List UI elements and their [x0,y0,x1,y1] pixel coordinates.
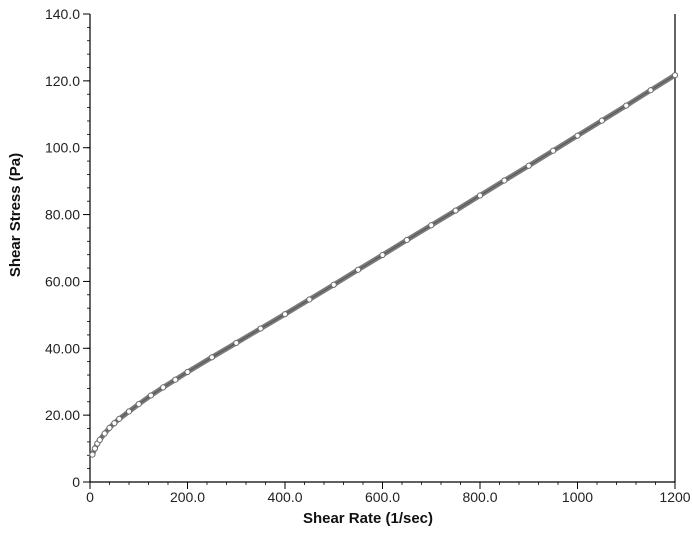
series-trace [89,72,678,458]
data-point [476,192,484,199]
data-point [147,392,155,399]
data-point [598,117,605,124]
data-point [281,311,289,318]
y-axis-ticks: 0 20.00 40.00 60.00 80.00 100.0 120.0 140.0 [45,6,90,490]
data-point [106,424,113,431]
series-trace-core [91,74,676,455]
y-tick-label: 80.00 [45,207,80,223]
data-point [501,177,508,184]
data-point [379,251,386,259]
x-tick-label: 0 [86,489,94,505]
data-point [233,339,240,347]
y-tick-label: 120.0 [45,73,80,89]
data-point [89,451,96,458]
data-point [550,147,557,154]
data-point [330,281,337,288]
x-tick-label: 400.0 [267,489,302,505]
data-point [452,207,459,214]
data-point [306,296,313,303]
data-point [671,72,679,79]
data-point [403,236,410,244]
data-point [160,384,167,391]
data-point [101,430,108,437]
x-axis-title: Shear Rate (1/sec) [303,510,433,527]
y-tick-label: 0 [72,474,80,490]
y-tick-label: 40.00 [45,340,80,356]
x-tick-label: 600.0 [365,489,400,505]
y-tick-label: 140.0 [45,6,80,22]
minor-ticks [87,13,676,485]
data-point [172,376,179,383]
data-point [355,266,362,273]
y-tick-label: 60.00 [45,273,80,289]
data-point [428,222,435,229]
y-tick-label: 20.00 [45,407,80,423]
data-point [116,415,123,422]
data-point [208,354,215,361]
x-tick-label: 1200 [659,489,690,505]
data-point [135,401,142,408]
data-point [574,132,581,139]
data-point [525,162,532,169]
x-axis-ticks: 0 200.0 400.0 600.0 800.0 1000 1200 [86,482,691,505]
plot-area [89,14,676,483]
data-point [96,436,103,443]
y-axis-title: Shear Stress (Pa) [7,153,24,277]
series-layer [89,72,679,458]
data-point [111,420,118,427]
x-tick-label: 800.0 [462,489,497,505]
data-point [623,102,630,109]
data-point [257,325,264,332]
data-point [647,87,654,94]
x-tick-label: 200.0 [170,489,205,505]
x-tick-label: 1000 [562,489,593,505]
y-tick-label: 100.0 [45,140,80,156]
data-point [91,445,98,452]
data-point [125,408,133,415]
data-point [184,368,191,376]
